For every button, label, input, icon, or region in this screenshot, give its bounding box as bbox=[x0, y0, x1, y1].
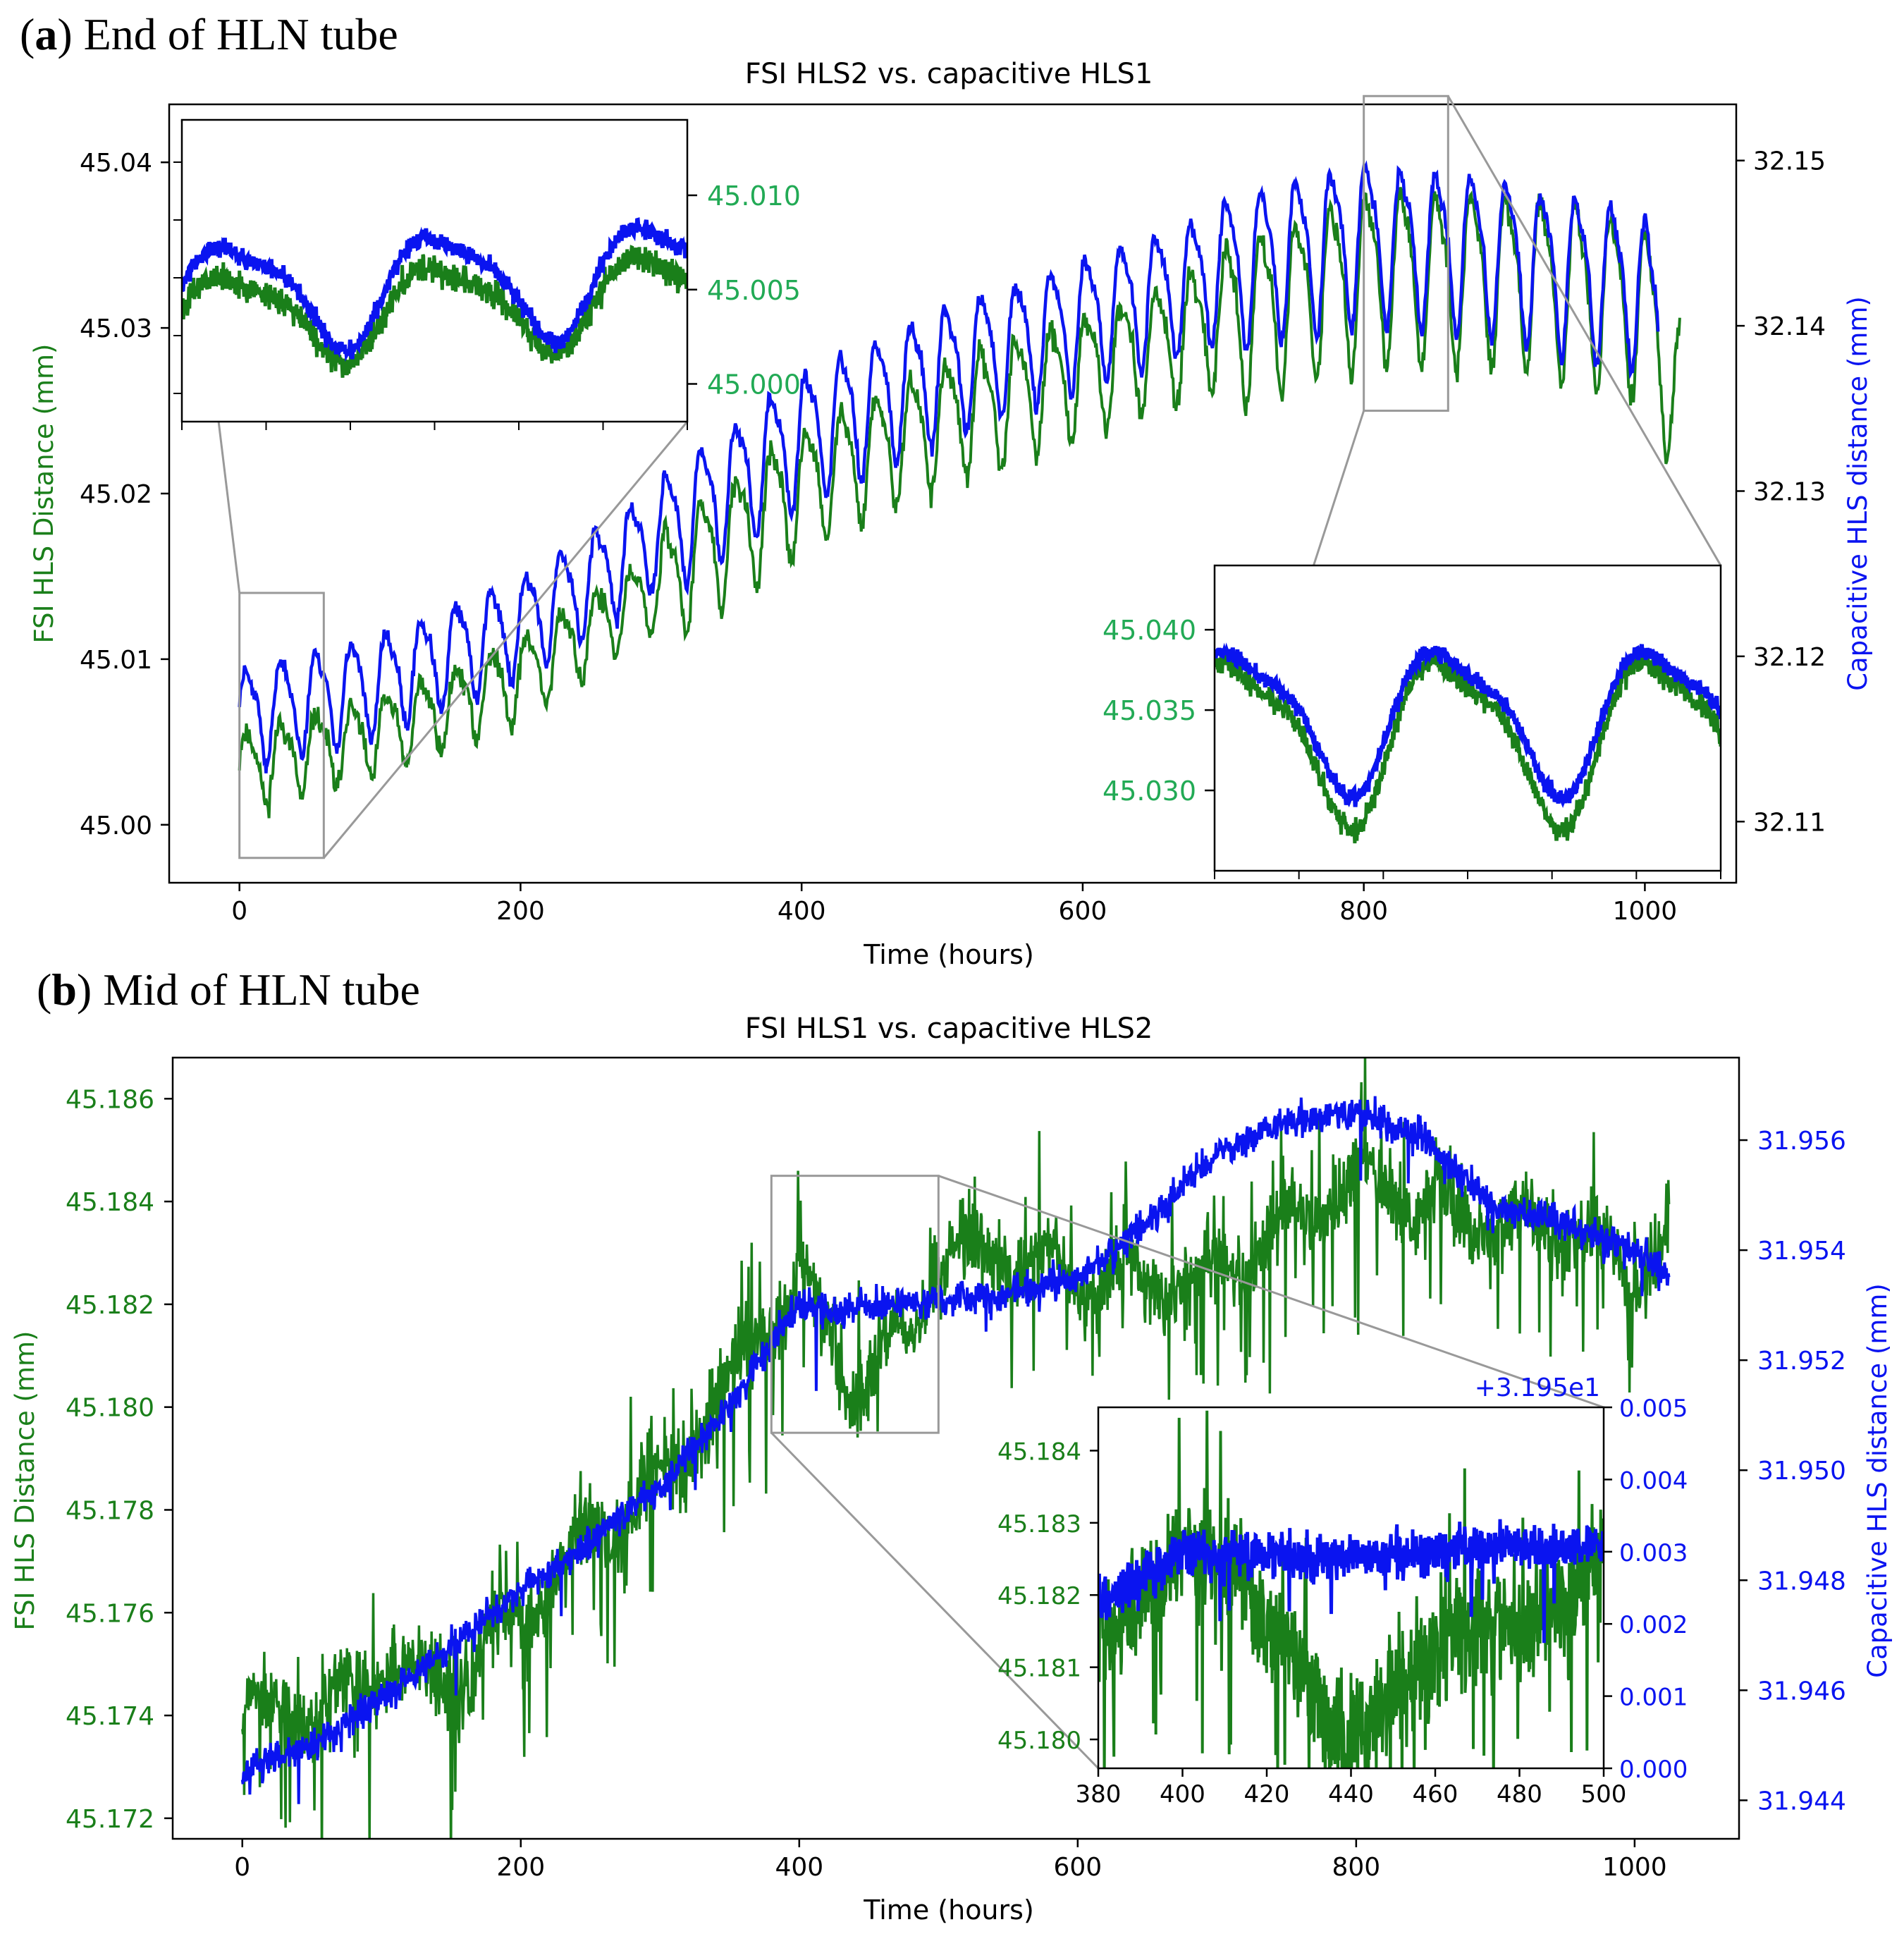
inset-b-y-left-tick-label-45.181: 45.181 bbox=[997, 1655, 1081, 1683]
chart-b: 0 200 400 600 800 1000 45.172 45.174 45.176 45.17… bbox=[66, 1056, 1846, 1882]
inset-b-x-tick-label-460: 460 bbox=[1413, 1780, 1458, 1808]
y-left-tick-label-45.04: 45.04 bbox=[80, 149, 152, 178]
x-tick-label-800: 800 bbox=[1339, 897, 1388, 926]
y-left-tick-label-45.174: 45.174 bbox=[66, 1702, 154, 1731]
y-right-tick-label-31.948: 31.948 bbox=[1757, 1567, 1846, 1596]
y-left-tick-label-45.178: 45.178 bbox=[66, 1496, 154, 1525]
chart-b-plot-area bbox=[240, 1058, 1671, 1839]
y-right-tick-label-32.15: 32.15 bbox=[1753, 147, 1826, 176]
inset-b-zoom-box bbox=[770, 1175, 940, 1434]
series-fsi-hls1-line bbox=[241, 1058, 1671, 1839]
chart-b-frame bbox=[171, 1056, 1740, 1840]
inset-b-x-tick-label-440: 440 bbox=[1328, 1780, 1374, 1808]
y-left-tick-label-45.00: 45.00 bbox=[80, 812, 152, 840]
x-tick-label-0: 0 bbox=[234, 1853, 250, 1882]
y-left-tick-label-45.184: 45.184 bbox=[66, 1188, 154, 1217]
inset-lower-right-y-tick-label-45.035: 45.035 bbox=[1103, 695, 1196, 726]
inset-upper-left-y-tick-label-45.005: 45.005 bbox=[707, 275, 801, 306]
y-left-tick-label-45.176: 45.176 bbox=[66, 1599, 154, 1628]
inset-lower-right: 45.030 45.035 45.040 bbox=[1103, 94, 1722, 879]
inset-lower-right-capacitive-line bbox=[1215, 642, 1721, 808]
inset-b-plot-area bbox=[1098, 1410, 1604, 1768]
series-capacitive-hls1-line bbox=[238, 159, 1660, 773]
inset-lower-right-connector bbox=[1447, 95, 1722, 566]
x-tick-label-0: 0 bbox=[231, 897, 247, 926]
inset-b-connector bbox=[938, 1175, 1604, 1409]
inset-b-connector bbox=[770, 1432, 1100, 1770]
chart-a-plot-area bbox=[238, 159, 1681, 819]
chart-a-ylabel-right: Capacitive HLS distance (mm) bbox=[1843, 296, 1873, 691]
x-tick-label-400: 400 bbox=[775, 1853, 823, 1882]
inset-b-y-right-tick-label-0.002: 0.002 bbox=[1619, 1611, 1688, 1639]
chart-a: 0 200 400 600 800 1000 45.00 45.01 45.02 45.03 45.… bbox=[80, 94, 1826, 926]
inset-b-y-left-tick-label-45.184: 45.184 bbox=[997, 1438, 1081, 1466]
y-left-tick-label-45.172: 45.172 bbox=[66, 1805, 154, 1834]
x-tick-label-200: 200 bbox=[496, 897, 545, 926]
inset-b-x-tick-label-500: 500 bbox=[1581, 1780, 1627, 1808]
x-tick-label-800: 800 bbox=[1332, 1853, 1380, 1882]
x-tick-label-200: 200 bbox=[496, 1853, 545, 1882]
inset-b-y-right-tick-label-0.000: 0.000 bbox=[1619, 1756, 1688, 1784]
chart-a-ylabel-left: FSI HLS Distance (mm) bbox=[29, 344, 59, 644]
inset-b: 380 400 420 440 460 480 500 45.180 45.181 45.182 4… bbox=[770, 1175, 1688, 1808]
inset-lower-right-zoom-box bbox=[1363, 94, 1449, 412]
chart-a-xlabel: Time (hours) bbox=[863, 939, 1034, 970]
inset-b-y-left-tick-label-45.183: 45.183 bbox=[997, 1510, 1081, 1538]
chart-b-xlabel: Time (hours) bbox=[863, 1895, 1034, 1926]
y-left-tick-label-45.186: 45.186 bbox=[66, 1085, 154, 1114]
inset-lower-right-y-tick-label-45.040: 45.040 bbox=[1103, 615, 1196, 646]
inset-b-capacitive-line bbox=[1098, 1519, 1604, 1644]
x-tick-label-1000: 1000 bbox=[1613, 897, 1678, 926]
x-tick-label-400: 400 bbox=[778, 897, 826, 926]
inset-b-y-left-tick-label-45.180: 45.180 bbox=[997, 1727, 1081, 1755]
y-right-tick-label-31.956: 31.956 bbox=[1757, 1127, 1846, 1156]
y-left-tick-label-45.182: 45.182 bbox=[66, 1291, 154, 1320]
chart-b-ylabel-right: Capacitive HLS distance (mm) bbox=[1862, 1283, 1893, 1678]
inset-upper-left-connector bbox=[323, 421, 689, 859]
y-right-tick-label-31.944: 31.944 bbox=[1757, 1787, 1846, 1816]
inset-lower-right-y-tick-label-45.030: 45.030 bbox=[1103, 776, 1196, 807]
inset-upper-left-capacitive-line bbox=[182, 217, 687, 362]
inset-upper-left-y-tick-label-45.000: 45.000 bbox=[707, 369, 801, 400]
inset-b-y-right-tick-label-0.005: 0.005 bbox=[1619, 1395, 1688, 1423]
chart-b-title: FSI HLS1 vs. capacitive HLS2 bbox=[745, 1012, 1153, 1045]
chart-a-title: FSI HLS2 vs. capacitive HLS1 bbox=[745, 58, 1153, 90]
inset-upper-left: 45.000 45.005 45.010 bbox=[173, 118, 801, 859]
y-left-tick-label-45.03: 45.03 bbox=[80, 314, 152, 343]
inset-upper-left-zoom-box bbox=[238, 592, 325, 859]
x-tick-label-600: 600 bbox=[1059, 897, 1107, 926]
y-left-tick-label-45.180: 45.180 bbox=[66, 1394, 154, 1423]
inset-b-x-tick-label-380: 380 bbox=[1076, 1780, 1122, 1808]
inset-b-x-tick-label-420: 420 bbox=[1244, 1780, 1290, 1808]
inset-upper-left-plot-area bbox=[182, 217, 687, 378]
panel-a-label: (a) End of HLN tube bbox=[20, 9, 398, 59]
y-left-tick-label-45.02: 45.02 bbox=[80, 480, 152, 509]
x-tick-label-600: 600 bbox=[1053, 1853, 1102, 1882]
series-fsi-hls2-line bbox=[238, 187, 1681, 819]
panel-b-label: (b) Mid of HLN tube bbox=[37, 965, 420, 1015]
inset-b-y-right-tick-label-0.004: 0.004 bbox=[1619, 1467, 1688, 1495]
y-right-tick-label-31.954: 31.954 bbox=[1757, 1237, 1846, 1266]
y-right-tick-label-32.13: 32.13 bbox=[1753, 477, 1826, 506]
y-left-tick-label-45.01: 45.01 bbox=[80, 646, 152, 675]
inset-upper-left-y-tick-label-45.010: 45.010 bbox=[707, 180, 801, 212]
y-right-tick-label-31.950: 31.950 bbox=[1757, 1457, 1846, 1486]
y-right-tick-label-32.12: 32.12 bbox=[1753, 643, 1826, 672]
inset-b-y-right-tick-label-0.003: 0.003 bbox=[1619, 1539, 1688, 1567]
y-right-tick-label-32.11: 32.11 bbox=[1753, 808, 1826, 837]
inset-b-offset-label: +3.195e1 bbox=[1475, 1373, 1600, 1402]
inset-upper-left-fsi-line bbox=[182, 245, 687, 378]
y-right-tick-label-31.946: 31.946 bbox=[1757, 1677, 1846, 1706]
series-capacitive-hls2-line bbox=[240, 1096, 1671, 1804]
chart-b-ylabel-left: FSI HLS Distance (mm) bbox=[10, 1331, 40, 1631]
x-tick-label-1000: 1000 bbox=[1602, 1853, 1667, 1882]
inset-b-x-tick-label-400: 400 bbox=[1160, 1780, 1205, 1808]
y-right-tick-label-31.952: 31.952 bbox=[1757, 1347, 1846, 1376]
inset-b-y-left-tick-label-45.182: 45.182 bbox=[997, 1582, 1081, 1610]
inset-b-y-right-tick-label-0.001: 0.001 bbox=[1619, 1684, 1688, 1712]
inset-b-x-tick-label-480: 480 bbox=[1497, 1780, 1542, 1808]
inset-lower-right-plot-area bbox=[1215, 642, 1721, 844]
y-right-tick-label-32.14: 32.14 bbox=[1753, 312, 1826, 341]
